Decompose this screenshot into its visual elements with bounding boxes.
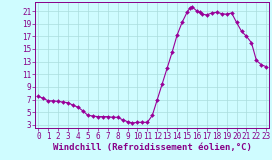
- X-axis label: Windchill (Refroidissement éolien,°C): Windchill (Refroidissement éolien,°C): [53, 143, 252, 152]
